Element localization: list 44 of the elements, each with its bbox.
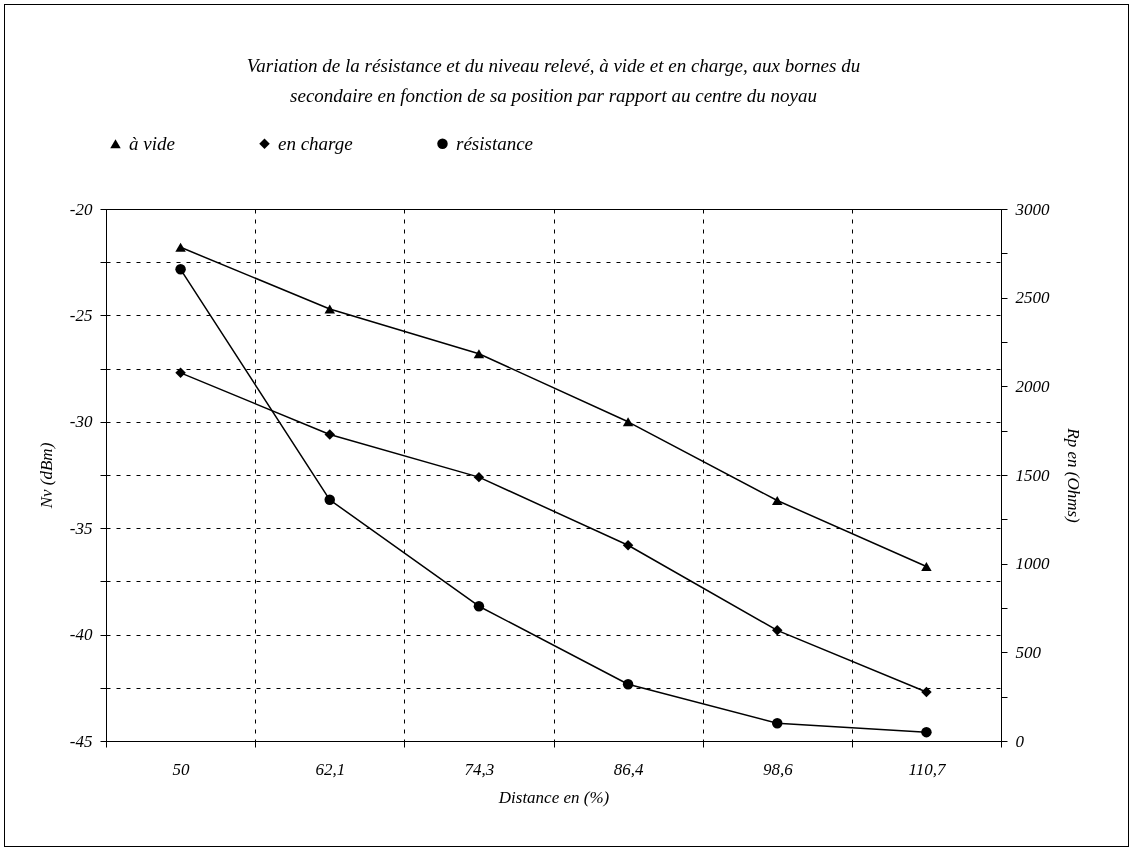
y2-tick-label: 1000 xyxy=(1015,554,1050,574)
point xyxy=(175,242,186,252)
y-tick-label: -45 xyxy=(69,731,93,751)
legend-label: à vide xyxy=(129,132,175,154)
y2-tick-label: 3000 xyxy=(1014,199,1050,219)
point xyxy=(622,417,634,427)
y2-tick-label: 0 xyxy=(1015,731,1025,751)
legend-label: en charge xyxy=(278,132,353,154)
point xyxy=(473,471,485,483)
y-tick-label: -40 xyxy=(69,625,93,645)
point xyxy=(175,264,186,275)
y-tick-label: -25 xyxy=(69,305,93,325)
y2-axis-title: Rp en (Ohms) xyxy=(1063,427,1083,524)
y2-tick-label: 2500 xyxy=(1015,288,1050,308)
point xyxy=(921,561,932,572)
y-tick-label: -20 xyxy=(69,199,93,219)
point xyxy=(324,494,335,506)
y2-tick-label: 1500 xyxy=(1015,465,1050,485)
y-tick-label: -35 xyxy=(69,518,93,538)
point xyxy=(772,718,783,729)
x-axis-title: Distance en (%) xyxy=(497,787,610,807)
point xyxy=(622,679,634,690)
point xyxy=(921,686,932,698)
point xyxy=(324,304,335,314)
y-axis-title: Nv (dBm) xyxy=(36,442,56,510)
point xyxy=(324,429,335,440)
point xyxy=(772,625,783,636)
point xyxy=(921,726,932,738)
x-tick-label: 110,7 xyxy=(908,759,947,779)
y-tick-label: -30 xyxy=(69,412,93,432)
point xyxy=(473,349,485,359)
chart-title: Variation de la résistance et du niveau relevé, à vide et en charge, aux bornes du secondaire en fonction de sa position par rapport au centre du noyau xyxy=(246,55,861,106)
x-tick-label: 74,3 xyxy=(464,759,495,779)
point xyxy=(175,367,186,379)
point xyxy=(772,496,783,506)
point xyxy=(622,539,634,551)
x-tick-label: 98,6 xyxy=(762,759,794,779)
legend-label: résistance xyxy=(456,132,534,154)
x-tick-label: 86,4 xyxy=(613,759,644,779)
y2-tick-label: 500 xyxy=(1015,642,1042,662)
y2-tick-label: 2000 xyxy=(1015,376,1050,396)
point xyxy=(473,600,485,612)
x-tick-label: 62,1 xyxy=(315,759,346,779)
x-tick-label: 50 xyxy=(172,759,191,779)
